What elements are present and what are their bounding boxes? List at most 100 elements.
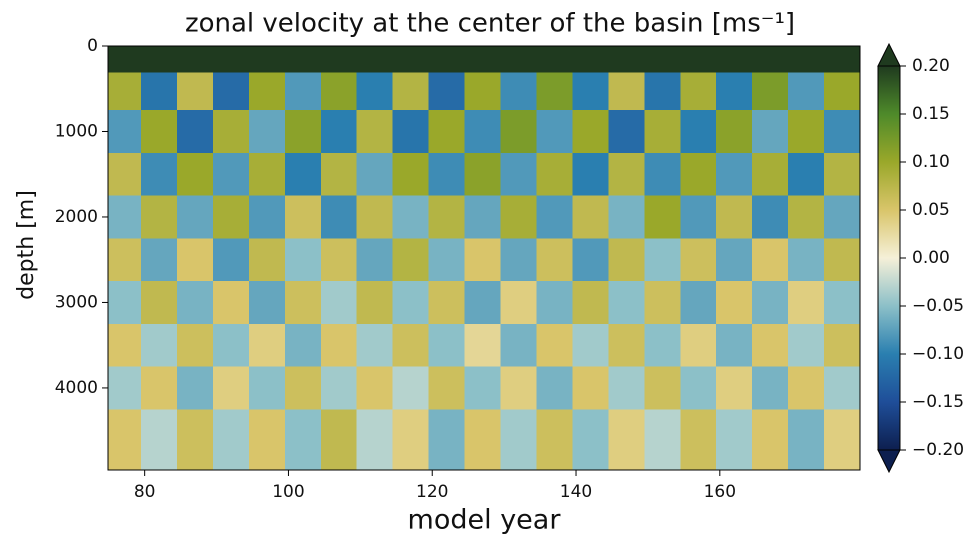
heatmap-cell: [572, 72, 609, 111]
heatmap-cell: [716, 195, 753, 239]
heatmap-cell: [752, 238, 789, 282]
heatmap-cell: [608, 152, 645, 197]
heatmap-cell: [788, 281, 825, 325]
heatmap-cell: [392, 110, 430, 154]
colorbar-extend-max: [877, 42, 901, 67]
heatmap-cell: [108, 281, 142, 325]
y-tick-label: 3000: [55, 292, 98, 312]
heatmap-cell: [177, 323, 214, 368]
heatmap-cell: [644, 46, 681, 74]
heatmap-cell: [572, 281, 609, 325]
heatmap-cell: [608, 195, 645, 239]
heatmap-cell: [248, 46, 286, 74]
heatmap-cell: [248, 281, 286, 325]
heatmap-cell: [536, 323, 573, 368]
heatmap-cell: [572, 195, 609, 239]
heatmap-cell: [248, 110, 286, 154]
heatmap-cell: [141, 195, 178, 239]
colorbar-tick-label: −0.20: [912, 440, 964, 460]
heatmap-cell: [644, 281, 681, 325]
heatmap-cell: [284, 409, 322, 471]
heatmap-cell: [141, 409, 178, 471]
heatmap-cell: [608, 323, 645, 368]
colorbar-tick-label: 0.05: [912, 200, 950, 220]
heatmap-cell: [572, 152, 609, 197]
x-tick-label: 80: [134, 482, 156, 502]
heatmap-cell: [428, 195, 466, 239]
heatmap-cell: [177, 110, 214, 154]
heatmap-cell: [212, 409, 250, 471]
heatmap-cell: [464, 366, 502, 410]
heatmap-cell: [108, 72, 142, 111]
heatmap-cell: [141, 281, 178, 325]
heatmap-cell: [320, 152, 358, 197]
x-tick-label: 100: [272, 482, 304, 502]
heatmap-cell: [141, 72, 178, 111]
heatmap-cell: [680, 366, 717, 410]
heatmap-cell: [284, 152, 322, 197]
heatmap-cell: [752, 409, 789, 471]
heatmap-cell: [716, 46, 753, 74]
heatmap-cell: [392, 323, 430, 368]
heatmap-cell: [464, 409, 502, 471]
heatmap-cell: [500, 366, 537, 410]
heatmap-cell: [500, 323, 537, 368]
heatmap-cell: [464, 152, 502, 197]
heatmap-cell: [536, 195, 573, 239]
heatmap-cell: [248, 409, 286, 471]
heatmap-cell: [644, 366, 681, 410]
heatmap-cell: [284, 110, 322, 154]
heatmap-cell: [320, 195, 358, 239]
heatmap-cell: [464, 72, 502, 111]
heatmap-cell: [536, 366, 573, 410]
heatmap-cell: [141, 46, 178, 74]
heatmap-cell: [500, 409, 537, 471]
heatmap-cell: [608, 366, 645, 410]
heatmap-cell: [392, 366, 430, 410]
heatmap-cell: [108, 152, 142, 197]
heatmap-cell: [824, 281, 861, 325]
heatmap-cell: [644, 409, 681, 471]
heatmap-cell: [177, 46, 214, 74]
heatmap-cell: [356, 72, 394, 111]
heatmap-cell: [248, 152, 286, 197]
heatmap-cell: [716, 238, 753, 282]
colorbar-tick-label: 0.20: [912, 56, 950, 76]
heatmap-cell: [356, 152, 394, 197]
heatmap-cell: [716, 72, 753, 111]
heatmap-cell: [752, 46, 789, 74]
heatmap-cell: [428, 46, 466, 74]
heatmap-cell: [716, 110, 753, 154]
heatmap-cell: [248, 195, 286, 239]
heatmap-cell: [680, 281, 717, 325]
heatmap-cell: [500, 281, 537, 325]
heatmap-cell: [680, 110, 717, 154]
heatmap-cell: [108, 238, 142, 282]
heatmap-cell: [212, 281, 250, 325]
heatmap-cell: [356, 366, 394, 410]
heatmap-cell: [788, 152, 825, 197]
heatmap-cell: [320, 110, 358, 154]
heatmap-cell: [428, 152, 466, 197]
heatmap-cell: [608, 238, 645, 282]
heatmap-cell: [428, 238, 466, 282]
heatmap-cell: [824, 72, 861, 111]
heatmap-cell: [284, 323, 322, 368]
heatmap-cell: [608, 110, 645, 154]
heatmap-cell: [608, 409, 645, 471]
heatmap-cell: [824, 238, 861, 282]
heatmap-cell: [824, 110, 861, 154]
heatmap-cell: [212, 46, 250, 74]
heatmap-cell: [536, 46, 573, 74]
heatmap-cell: [212, 238, 250, 282]
heatmap-cell: [428, 366, 466, 410]
heatmap-cell: [824, 366, 861, 410]
heatmap-cell: [248, 72, 286, 111]
heatmap-cell: [177, 195, 214, 239]
heatmap-cell: [320, 323, 358, 368]
heatmap-cell: [572, 110, 609, 154]
heatmap-cell: [248, 366, 286, 410]
heatmap-cell: [428, 409, 466, 471]
heatmap-cell: [464, 46, 502, 74]
